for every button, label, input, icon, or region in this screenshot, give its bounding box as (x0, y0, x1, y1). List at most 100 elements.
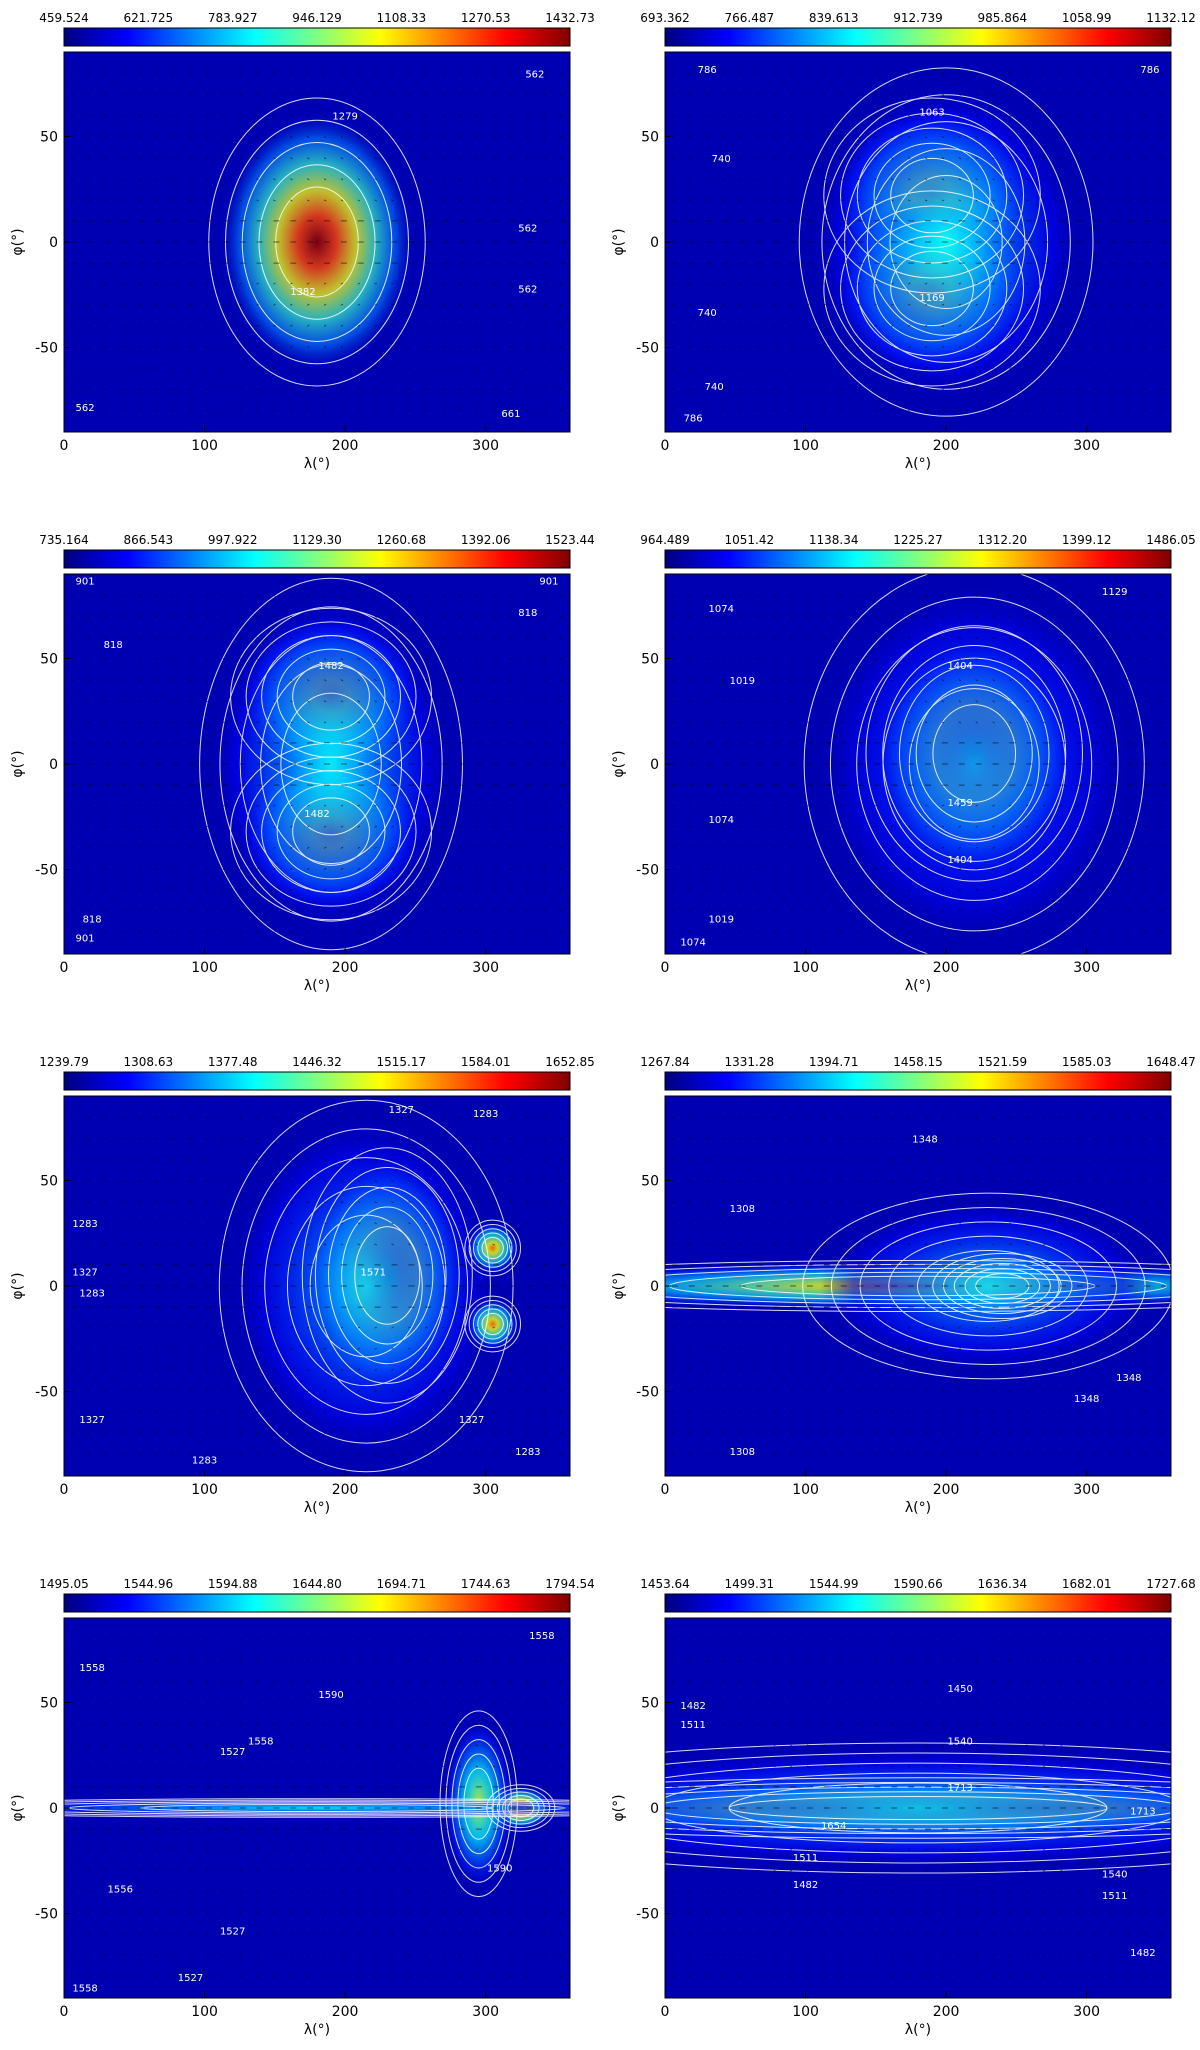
wind-arrow (739, 1347, 742, 1350)
y-tick-label: 50 (40, 1173, 58, 1189)
wind-arrow (155, 804, 158, 807)
wind-arrow (475, 1243, 479, 1246)
wind-arrow (924, 1222, 928, 1225)
wind-arrow (475, 1765, 479, 1768)
wind-arrow (492, 1432, 496, 1435)
wind-arrow (671, 1723, 675, 1726)
wind-arrow (273, 1116, 276, 1119)
wind-arrow (205, 1744, 209, 1747)
wind-arrow (188, 1933, 192, 1936)
wind-arrow (806, 1911, 810, 1914)
wind-arrow (789, 931, 793, 934)
wind-arrow (688, 1702, 692, 1705)
wind-arrow (671, 910, 675, 913)
wind-arrow (87, 1347, 91, 1350)
wind-arrow (941, 804, 945, 807)
wind-arrow (688, 1848, 692, 1851)
wind-arrow (1093, 282, 1097, 285)
wind-arrow (1160, 1453, 1164, 1456)
wind-arrow (874, 1368, 877, 1371)
wind-arrow (671, 178, 675, 181)
wind-arrow (874, 388, 877, 391)
wind-arrow (907, 1389, 911, 1392)
wind-arrow (509, 1890, 512, 1893)
wind-arrow (1042, 1368, 1046, 1371)
wind-arrow (492, 1243, 496, 1246)
wind-arrow (340, 345, 344, 348)
wind-arrow (543, 1659, 546, 1662)
wind-arrow (526, 1389, 529, 1392)
colorbar-tick-label: 1051.42 (725, 533, 775, 547)
wind-arrow (290, 1158, 293, 1161)
x-tick-label: 200 (933, 438, 960, 454)
wind-arrow (1093, 1243, 1097, 1246)
wind-arrow (87, 303, 91, 306)
wind-arrow (789, 367, 793, 370)
wind-arrow (543, 658, 546, 661)
wind-arrow (306, 136, 310, 139)
wind-arrow (70, 889, 74, 892)
wind-arrow (857, 825, 860, 828)
wind-arrow (874, 910, 877, 913)
wind-arrow (874, 658, 877, 661)
wind-arrow (1160, 157, 1164, 160)
wind-arrow (1093, 157, 1097, 160)
wind-arrow (941, 1116, 945, 1119)
wind-arrow (138, 1347, 141, 1350)
wind-arrow (441, 658, 445, 661)
wind-arrow (526, 594, 529, 597)
wind-arrow (543, 910, 546, 913)
wind-arrow (992, 388, 995, 391)
wind-arrow (458, 636, 462, 639)
wind-arrow (290, 889, 293, 892)
wind-arrow (340, 324, 344, 327)
wind-arrow (1160, 721, 1164, 724)
wind-arrow (924, 615, 928, 618)
wind-arrow (239, 1765, 243, 1768)
wind-arrow (1127, 114, 1130, 117)
wind-arrow (526, 1954, 529, 1957)
wind-arrow (256, 1975, 259, 1978)
wind-arrow (705, 324, 709, 327)
wind-arrow (789, 345, 793, 348)
wind-arrow (357, 178, 361, 181)
wind-arrow (222, 282, 226, 285)
wind-arrow (559, 700, 563, 703)
wind-arrow (256, 1702, 259, 1705)
wind-arrow (323, 1848, 327, 1851)
wind-arrow (87, 157, 91, 160)
wind-arrow (1160, 282, 1164, 285)
wind-arrow (323, 1453, 327, 1456)
contour (665, 1772, 1171, 1844)
wind-arrow (222, 1702, 226, 1705)
wind-arrow (722, 931, 725, 934)
wind-arrow (891, 1453, 894, 1456)
wind-arrow (1076, 1638, 1080, 1641)
wind-arrow (1026, 1765, 1029, 1768)
contour (665, 1791, 1171, 1825)
wind-arrow (121, 825, 124, 828)
wind-arrow (526, 1869, 529, 1872)
wind-arrow (1144, 615, 1147, 618)
wind-arrow (87, 721, 91, 724)
y-axis-label: φ(°) (10, 1794, 26, 1821)
wind-arrow (671, 1243, 675, 1246)
wind-arrow (188, 1201, 192, 1204)
wind-arrow (671, 1347, 675, 1350)
wind-arrow (425, 367, 428, 370)
wind-arrow (526, 1911, 529, 1914)
wind-arrow (874, 825, 877, 828)
wind-arrow (756, 1954, 759, 1957)
wind-arrow (924, 345, 928, 348)
wind-arrow (857, 1222, 860, 1225)
wind-arrow (222, 1869, 226, 1872)
wind-arrow (722, 804, 725, 807)
wind-arrow (391, 282, 394, 285)
wind-arrow (1144, 1411, 1147, 1414)
wind-arrow (874, 846, 877, 849)
wind-arrow (121, 1432, 124, 1435)
wind-arrow (138, 388, 141, 391)
wind-arrow (340, 114, 344, 117)
wind-arrow (121, 282, 124, 285)
